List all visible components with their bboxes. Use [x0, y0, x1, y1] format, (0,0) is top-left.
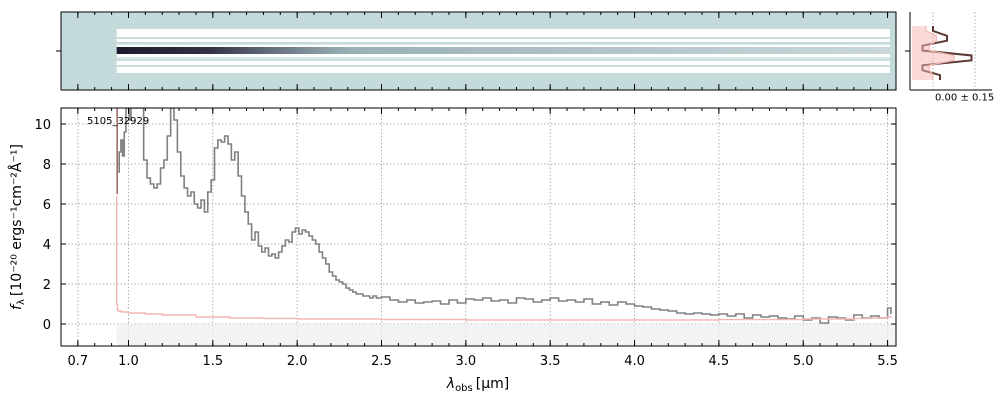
main-frame	[60, 107, 897, 347]
x-tick-label: 3.0	[456, 354, 477, 369]
x-axis-title: λobs [μm]	[446, 376, 509, 394]
profile-lines	[912, 26, 973, 80]
x-tick-label: 2.0	[287, 354, 308, 369]
trace-gap	[116, 42, 890, 45]
trace-streak	[116, 65, 890, 67]
error-band-rect	[116, 324, 896, 346]
x-tick-label: 1.0	[118, 354, 139, 369]
x-tick-label: 5.5	[877, 354, 898, 369]
y-tick-label: 0	[43, 318, 51, 333]
trace-gap	[116, 57, 890, 60]
profile-model-line	[925, 26, 955, 80]
y-tick-label: 2	[43, 278, 51, 293]
y-tick-label: 4	[43, 238, 51, 253]
x-tick-label: 2.5	[371, 354, 392, 369]
2d-spectrum-panel	[56, 11, 897, 91]
y-tick-label: 10	[34, 118, 51, 133]
profile-model-fill	[912, 26, 954, 80]
2d-spectrum-trace	[116, 29, 890, 73]
main-ticks	[60, 108, 896, 346]
y-tick-label: 6	[43, 198, 51, 213]
x-tick-label: 0.7	[68, 354, 89, 369]
2d-spectrum-ticks	[56, 12, 889, 90]
model-spectrum-line	[115, 196, 892, 321]
trace-streak	[116, 37, 890, 39]
main-grid	[61, 108, 896, 346]
object-id-label: 5105_32929	[87, 116, 149, 127]
spectrum-series	[115, 108, 892, 324]
profile-stat-label: 0.00 ± 0.15	[935, 92, 994, 103]
1d-spectrum-panel: 0.7 1.0 1.5 2.0 2.5 3.0 3.5 4.0 4.5 5.0 5.5 0 2 4 6 8 1…	[8, 107, 898, 394]
x-tick-label: 3.5	[540, 354, 561, 369]
error-band	[116, 324, 896, 346]
y-tick-labels: 0 2 4 6 8 10	[34, 118, 51, 333]
observed-spectrum-line	[117, 108, 892, 324]
profile-panel: 0.00 ± 0.15	[905, 12, 994, 103]
x-tick-label: 4.5	[709, 354, 730, 369]
x-tick-labels: 0.7 1.0 1.5 2.0 2.5 3.0 3.5 4.0 4.5 5.0 5.5	[68, 354, 898, 369]
y-axis-title: fλ[10⁻²⁰ ergs⁻¹cm⁻²Å⁻¹]	[8, 144, 27, 310]
y-tick-label: 8	[43, 158, 51, 173]
x-tick-label: 4.0	[624, 354, 645, 369]
x-tick-label: 5.0	[793, 354, 814, 369]
x-tick-label: 1.5	[202, 354, 223, 369]
trace-core	[116, 47, 890, 54]
